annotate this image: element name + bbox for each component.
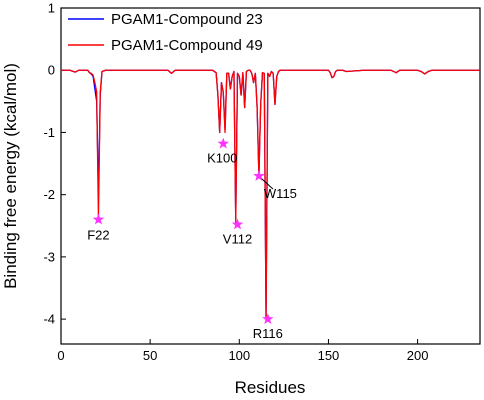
- legend: PGAM1-Compound 23 PGAM1-Compound 49: [68, 11, 263, 54]
- residue-label: V112: [223, 232, 252, 247]
- star-marker: [92, 213, 105, 225]
- x-axis: 0 50 100 150 200: [57, 339, 428, 363]
- x-axis-title: Residues: [235, 378, 306, 397]
- y-axis-title: Binding free energy (kcal/mol): [1, 63, 20, 289]
- y-tick-label: -1: [43, 125, 55, 140]
- star-marker: [262, 313, 274, 324]
- y-tick-label: -2: [43, 187, 55, 202]
- legend-label-2: PGAM1-Compound 49: [111, 37, 263, 54]
- y-tick-label: 1: [48, 1, 55, 16]
- star-marker: [217, 137, 229, 149]
- residue-label: F22: [87, 228, 109, 243]
- x-tick-label: 200: [407, 348, 429, 363]
- x-tick-label: 150: [318, 348, 340, 363]
- x-tick-label: 50: [143, 348, 157, 363]
- legend-label-1: PGAM1-Compound 23: [111, 11, 263, 28]
- plot-frame: [60, 7, 481, 345]
- residue-label: R116: [253, 326, 283, 341]
- star-marker: [231, 218, 244, 230]
- star-marker: [253, 170, 265, 181]
- series-layer: [61, 69, 480, 320]
- annotation-leader: [260, 177, 274, 190]
- y-axis: 1 0 -1 -2 -3 -4: [43, 1, 66, 327]
- x-tick-label: 100: [228, 348, 250, 363]
- residue-label: W115: [264, 186, 297, 201]
- marker-layer: F22 K100 V112 W115 R116: [87, 137, 297, 341]
- y-tick-label: 0: [48, 63, 55, 78]
- y-tick-label: -3: [43, 249, 55, 264]
- residue-label: K100: [207, 151, 237, 166]
- y-tick-label: -4: [43, 312, 55, 327]
- x-tick-label: 0: [57, 348, 64, 363]
- series-line-2: [61, 69, 480, 320]
